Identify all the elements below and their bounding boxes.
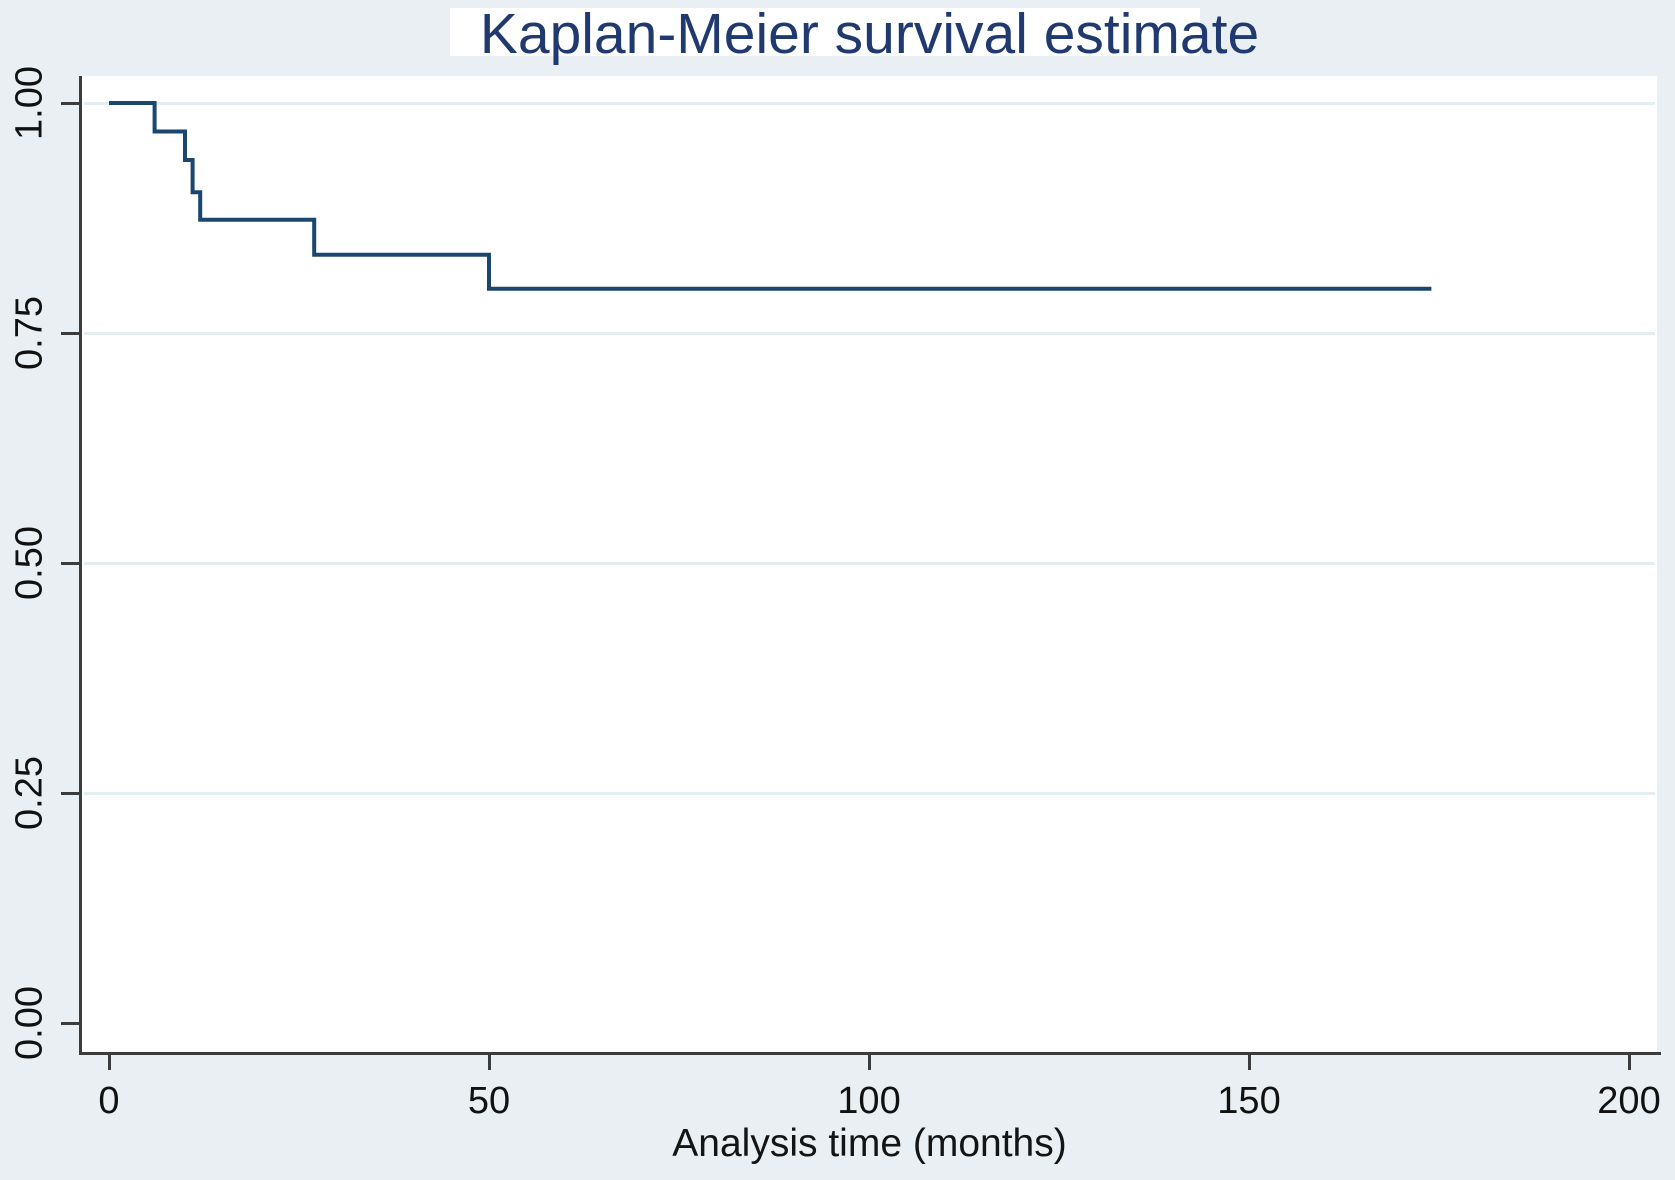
y-gridline [84,101,1655,105]
chart-title: Kaplan-Meier survival estimate [479,2,1260,66]
x-tick-label: 150 [1217,1080,1281,1122]
x-tick-mark [1247,1055,1251,1070]
x-tick-mark [107,1055,111,1070]
x-tick-mark [867,1055,871,1070]
y-axis-line [79,76,82,1055]
title-background-band [450,8,1200,56]
x-tick-label: 200 [1597,1080,1661,1122]
y-tick-label: 0.75 [8,296,51,370]
y-tick-mark [61,791,82,795]
y-gridline [84,331,1655,335]
x-tick-label: 50 [467,1080,511,1122]
x-tick-mark [1627,1055,1631,1070]
y-tick-label: 0.25 [8,756,51,830]
y-tick-label: 0.50 [8,526,51,600]
x-tick-label: 100 [837,1080,901,1122]
y-tick-mark [61,1021,82,1025]
y-tick-label: 1.00 [8,66,51,140]
y-gridline [84,791,1655,795]
y-gridline [84,561,1655,565]
y-tick-mark [61,331,82,335]
x-tick-label: 0 [98,1080,120,1122]
y-tick-label: 0.00 [8,986,51,1060]
plot-area [82,76,1657,1053]
x-tick-mark [487,1055,491,1070]
x-axis-line [79,1052,1661,1055]
y-tick-mark [61,101,82,105]
x-axis-title: Analysis time (months) [672,1122,1067,1165]
y-tick-mark [61,561,82,565]
km-survival-curve [109,101,1432,291]
